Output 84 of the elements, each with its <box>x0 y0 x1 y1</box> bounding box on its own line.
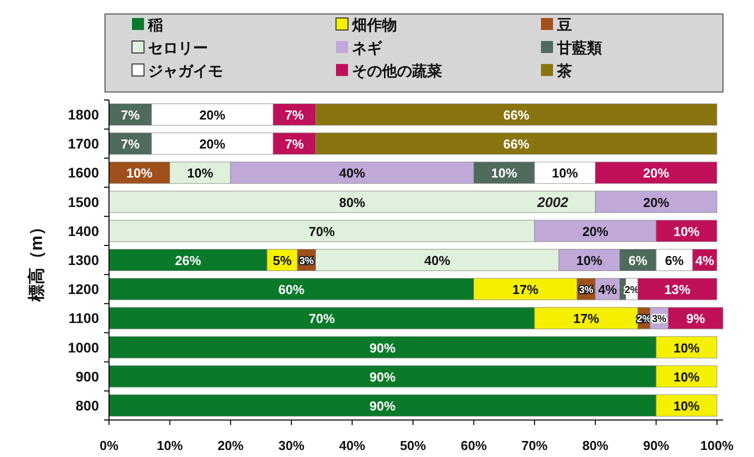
legend-item: ネギ <box>336 40 382 57</box>
x-tick-label: 80% <box>582 438 609 453</box>
y-tick-label: 900 <box>76 368 100 384</box>
legend-label: 稲 <box>147 17 163 34</box>
data-label: 20% <box>643 194 670 210</box>
legend-label: ネギ <box>352 40 383 57</box>
data-label: 7% <box>120 108 140 123</box>
y-axis-title: 標高（m） <box>27 218 46 303</box>
data-label: 10% <box>674 340 700 356</box>
data-label: 6% <box>628 253 648 268</box>
data-label: 40% <box>424 253 451 268</box>
legend-item: セロリー <box>132 40 208 57</box>
y-tick-label: 1600 <box>68 164 100 181</box>
legend-label: 茶 <box>556 63 572 80</box>
y-tick-label: 1200 <box>68 281 100 298</box>
data-label: 20% <box>582 224 609 239</box>
legend-label: その他の蔬菜 <box>352 63 442 80</box>
x-tick-label: 40% <box>339 438 366 453</box>
x-tick-label: 0% <box>100 438 119 453</box>
data-label: 10% <box>126 166 153 181</box>
data-label: 10% <box>491 166 518 181</box>
legend-item: 畑作物 <box>336 17 397 34</box>
data-label: 70% <box>308 224 336 239</box>
y-tick-label: 1700 <box>68 136 100 152</box>
legend-label: 豆 <box>556 17 572 34</box>
annotation: 2002 <box>536 194 569 210</box>
data-label: 13% <box>664 282 691 298</box>
x-tick-label: 90% <box>643 438 670 453</box>
y-tick-label: 1100 <box>68 310 100 326</box>
data-label: 40% <box>339 166 366 181</box>
legend-item: 稲 <box>132 17 163 34</box>
x-tick-label: 30% <box>278 438 305 453</box>
data-label: 17% <box>512 282 539 298</box>
data-label: 80% <box>339 194 366 210</box>
legend-item: ジャガイモ <box>132 63 223 80</box>
legend-label: 畑作物 <box>351 17 397 34</box>
y-tick-label: 1400 <box>68 222 100 239</box>
data-label: 10% <box>674 369 700 384</box>
x-tick-label: 20% <box>218 438 244 453</box>
data-label: 9% <box>686 311 706 326</box>
x-tick-label: 70% <box>522 438 548 453</box>
legend-item: 甘藍類 <box>541 40 602 57</box>
legend-label: 甘藍類 <box>556 40 602 57</box>
data-label: 7% <box>285 136 304 152</box>
data-label: 6% <box>664 253 684 268</box>
data-label: 10% <box>674 224 700 239</box>
legend-item: 豆 <box>541 17 572 34</box>
data-label: 4% <box>598 282 618 298</box>
data-label: 90% <box>370 398 396 414</box>
data-label: 3% <box>652 314 667 326</box>
data-label: 70% <box>308 311 336 326</box>
data-label: 20% <box>199 108 226 123</box>
data-label: 7% <box>285 108 304 123</box>
x-tick-label: 100% <box>700 438 734 453</box>
data-label: 3% <box>299 256 314 267</box>
data-label: 10% <box>552 166 578 181</box>
y-tick-label: 1000 <box>68 339 100 356</box>
y-tick-label: 1800 <box>68 106 100 123</box>
x-tick-label: 60% <box>460 438 488 453</box>
data-label: 4% <box>695 253 715 268</box>
data-label: 10% <box>187 166 214 181</box>
data-label: 10% <box>674 398 700 414</box>
data-label: 66% <box>503 108 530 123</box>
data-label: 17% <box>573 311 600 326</box>
data-label: 5% <box>272 253 292 268</box>
data-label: 10% <box>576 253 603 268</box>
data-label: 20% <box>643 166 670 181</box>
data-label: 20% <box>199 136 226 152</box>
legend-label: セロリー <box>148 40 208 57</box>
y-tick-label: 1500 <box>68 194 100 210</box>
y-tick-label: 800 <box>76 397 100 414</box>
y-tick-label: 1300 <box>68 252 100 268</box>
x-tick-label: 50% <box>400 438 426 453</box>
series-label: ジャガイモ <box>148 63 223 80</box>
data-label: 90% <box>370 369 396 384</box>
legend-item: その他の蔬菜 <box>336 63 442 80</box>
data-label: 90% <box>370 340 396 356</box>
data-label: 26% <box>175 253 202 268</box>
x-tick-label: 10% <box>156 438 184 453</box>
data-label: 66% <box>503 136 530 152</box>
data-label: 3% <box>578 285 594 296</box>
data-label: 7% <box>120 136 140 152</box>
data-label: 60% <box>278 282 305 298</box>
legend-item: 茶 <box>541 63 572 80</box>
